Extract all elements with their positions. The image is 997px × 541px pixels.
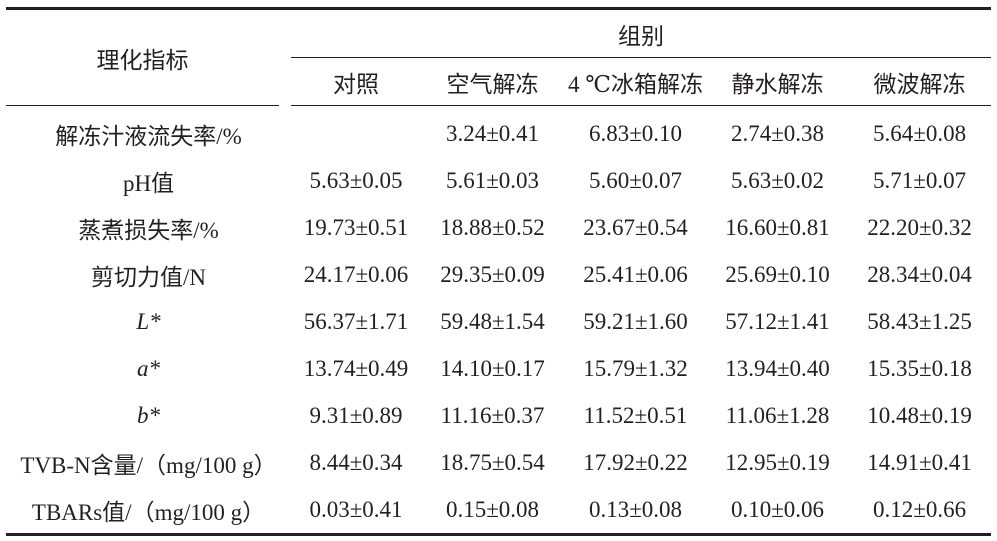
cell: 56.37±1.71 bbox=[303, 308, 409, 334]
cell: 5.63±0.05 bbox=[309, 167, 403, 193]
cell: 18.88±0.52 bbox=[440, 214, 545, 240]
cell: 9.31±0.89 bbox=[309, 402, 403, 428]
column-header: 空气解冻 bbox=[421, 57, 564, 106]
row-label: pH值 bbox=[122, 170, 175, 196]
cell: 22.20±0.32 bbox=[867, 214, 972, 240]
cell: 19.73±0.51 bbox=[303, 214, 409, 240]
cell: 5.60±0.07 bbox=[588, 167, 683, 193]
cell: 59.21±1.60 bbox=[583, 308, 688, 334]
cell: 12.95±0.19 bbox=[725, 449, 830, 475]
cell: 3.24±0.41 bbox=[445, 120, 540, 146]
row-label: a* bbox=[137, 355, 160, 381]
cell: 17.92±0.22 bbox=[583, 449, 688, 475]
table-row: 解冻汁液流失率/% 3.24±0.41 6.83±0.10 2.74±0.38 5.64… bbox=[6, 106, 991, 158]
cell: 25.41±0.06 bbox=[583, 261, 688, 287]
cell: 5.61±0.03 bbox=[445, 167, 540, 193]
row-label: 解冻汁液流失率/% bbox=[55, 123, 242, 149]
column-header: 静水解冻 bbox=[707, 57, 848, 106]
cell: 11.06±1.28 bbox=[725, 402, 830, 428]
column-header: 微波解冻 bbox=[848, 57, 992, 106]
cell: 14.10±0.17 bbox=[440, 355, 545, 381]
data-table: 理化指标 组别 对照 空气解冻 4 ℃冰箱解冻 静水解冻 微波解冻 解冻汁液流失率/% 3… bbox=[6, 7, 992, 536]
table-row: 蒸煮损失率/% 19.73±0.51 18.88±0.52 23.67±0.54 16.… bbox=[6, 204, 991, 251]
cell: 0.15±0.08 bbox=[445, 496, 540, 522]
cell: 11.16±0.37 bbox=[440, 402, 545, 428]
corner-header: 理化指标 bbox=[6, 8, 279, 106]
cell: 13.74±0.49 bbox=[303, 355, 409, 381]
cell: 0.10±0.06 bbox=[730, 496, 825, 522]
row-label: L* bbox=[136, 308, 161, 334]
cell: 0.13±0.08 bbox=[588, 496, 683, 522]
table-row: pH值 5.63±0.05 5.61±0.03 5.60±0.07 5.63±0.02 5… bbox=[6, 157, 991, 204]
group-header: 组别 bbox=[291, 8, 992, 58]
cell: 2.74±0.38 bbox=[730, 120, 825, 146]
cell: 5.64±0.08 bbox=[872, 120, 967, 146]
column-header: 4 ℃冰箱解冻 bbox=[564, 57, 707, 106]
row-label: b* bbox=[137, 402, 160, 428]
cell: 24.17±0.06 bbox=[303, 261, 409, 287]
table-row: b* 9.31±0.89 11.16±0.37 11.52±0.51 11.06±1.2… bbox=[6, 392, 991, 439]
cell: 8.44±0.34 bbox=[309, 449, 403, 475]
table-row: a* 13.74±0.49 14.10±0.17 15.79±1.32 13.94±0.… bbox=[6, 345, 991, 392]
cell bbox=[291, 106, 421, 158]
cell: 15.79±1.32 bbox=[583, 355, 688, 381]
cell: 58.43±1.25 bbox=[867, 308, 972, 334]
cell: 0.03±0.41 bbox=[309, 496, 403, 522]
table-row: TBARs值/（mg/100 g） 0.03±0.41 0.15±0.08 0.13±… bbox=[6, 486, 991, 535]
table-row: 剪切力值/N 24.17±0.06 29.35±0.09 25.41±0.06 25.6… bbox=[6, 251, 991, 298]
cell: 6.83±0.10 bbox=[588, 120, 683, 146]
cell: 18.75±0.54 bbox=[440, 449, 545, 475]
cell: 13.94±0.40 bbox=[725, 355, 830, 381]
cell: 15.35±0.18 bbox=[867, 355, 972, 381]
row-label: 剪切力值/N bbox=[91, 264, 206, 290]
cell: 25.69±0.10 bbox=[725, 261, 830, 287]
cell: 0.12±0.66 bbox=[872, 496, 967, 522]
column-header: 对照 bbox=[291, 57, 421, 106]
cell: 23.67±0.54 bbox=[583, 214, 688, 240]
cell: 57.12±1.41 bbox=[725, 308, 830, 334]
cell: 59.48±1.54 bbox=[440, 308, 545, 334]
row-label: 蒸煮损失率/% bbox=[78, 217, 219, 243]
cell: 14.91±0.41 bbox=[867, 449, 972, 475]
row-label: TVB-N含量/（mg/100 g） bbox=[20, 452, 277, 478]
cell: 29.35±0.09 bbox=[440, 261, 545, 287]
cell: 10.48±0.19 bbox=[867, 402, 972, 428]
cell: 5.63±0.02 bbox=[730, 167, 825, 193]
row-label: TBARs值/（mg/100 g） bbox=[31, 499, 266, 525]
cell: 11.52±0.51 bbox=[583, 402, 688, 428]
cell: 28.34±0.04 bbox=[867, 261, 972, 287]
cell: 16.60±0.81 bbox=[725, 214, 830, 240]
table-row: L* 56.37±1.71 59.48±1.54 59.21±1.60 57.12±1.… bbox=[6, 298, 991, 345]
cell: 5.71±0.07 bbox=[872, 167, 967, 193]
table-row: TVB-N含量/（mg/100 g） 8.44±0.34 18.75±0.54 17.… bbox=[6, 439, 991, 486]
